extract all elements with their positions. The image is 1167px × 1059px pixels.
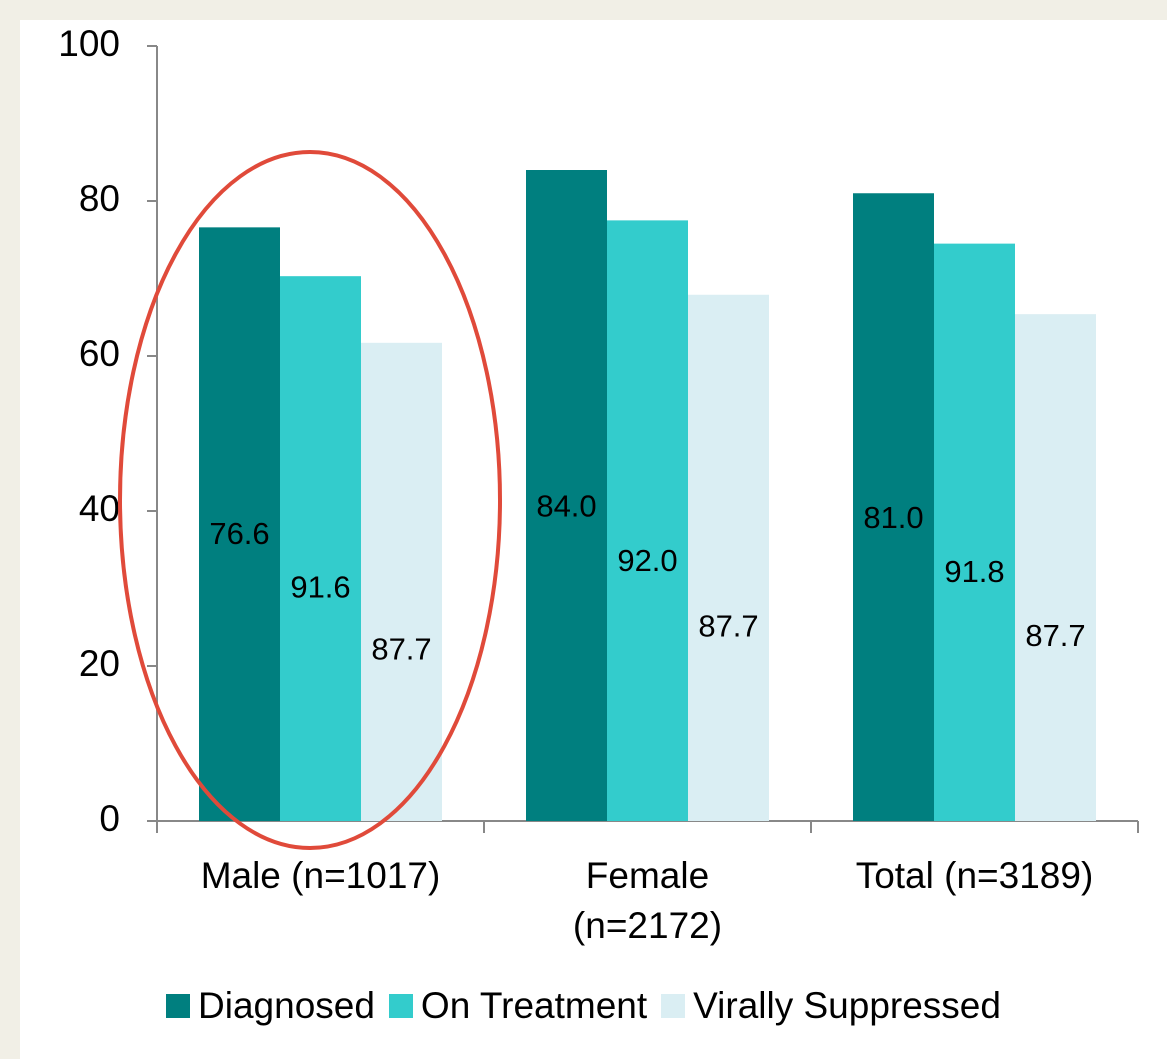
bar xyxy=(199,227,280,822)
x-tick-label: Female (n=2172) xyxy=(572,855,723,946)
data-label: 87.7 xyxy=(371,632,431,667)
data-label: 91.8 xyxy=(944,554,1004,589)
data-label: 92.0 xyxy=(617,543,677,578)
legend-swatch xyxy=(388,994,413,1018)
legend: Diagnosed On Treatment Virally Suppressed xyxy=(0,985,1167,1027)
bar xyxy=(361,342,442,821)
y-tick-label: 80 xyxy=(79,178,120,219)
y-tick-label: 40 xyxy=(79,488,120,529)
legend-item: Virally Suppressed xyxy=(661,985,1001,1027)
data-label: 76.6 xyxy=(209,516,269,551)
legend-item: On Treatment xyxy=(388,985,648,1027)
bar xyxy=(280,276,361,821)
x-tick-label: Male (n=1017) xyxy=(200,855,441,896)
bar xyxy=(526,170,607,821)
data-label: 81.0 xyxy=(863,500,923,535)
x-tick-label: Total (n=3189) xyxy=(855,855,1094,896)
y-tick-label: 20 xyxy=(79,643,120,684)
bar xyxy=(607,220,688,821)
data-label: 91.6 xyxy=(290,570,350,605)
bar xyxy=(1015,314,1096,821)
legend-swatch xyxy=(166,994,191,1018)
legend-label: On Treatment xyxy=(420,985,648,1026)
legend-label: Diagnosed xyxy=(198,985,375,1026)
highlight-ellipse xyxy=(118,150,502,850)
bar xyxy=(853,193,934,821)
data-label: 87.7 xyxy=(698,609,758,644)
y-tick-label: 100 xyxy=(58,23,120,64)
bar xyxy=(688,294,769,821)
data-label: 84.0 xyxy=(536,489,596,524)
legend-swatch xyxy=(661,994,686,1018)
legend-label: Virally Suppressed xyxy=(693,985,1001,1026)
data-label: 87.7 xyxy=(1025,618,1085,653)
y-tick-label: 60 xyxy=(79,333,120,374)
y-tick-label: 0 xyxy=(99,798,120,839)
legend-item: Diagnosed xyxy=(166,985,375,1027)
bar xyxy=(934,243,1015,821)
